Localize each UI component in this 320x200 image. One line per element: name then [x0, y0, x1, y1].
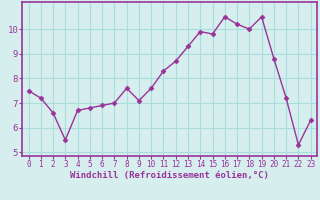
X-axis label: Windchill (Refroidissement éolien,°C): Windchill (Refroidissement éolien,°C)	[70, 171, 269, 180]
